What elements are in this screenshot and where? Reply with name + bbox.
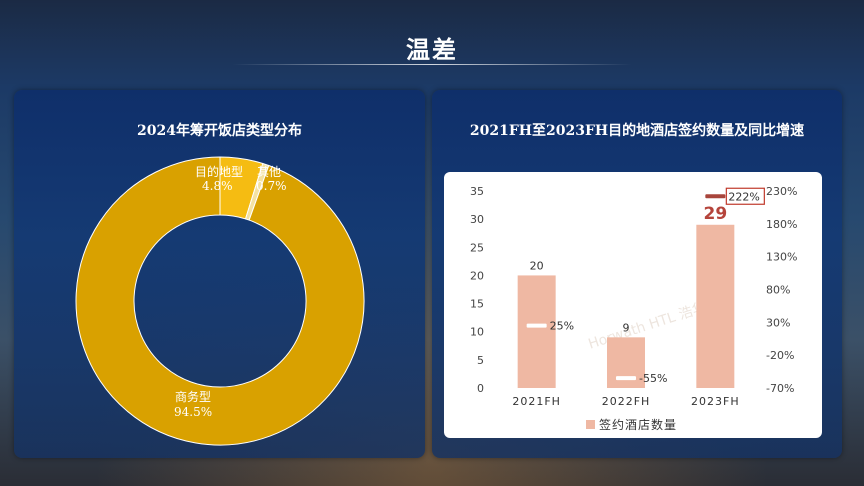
growth-marker xyxy=(616,376,636,381)
legend-swatch xyxy=(586,420,595,429)
watermark-text: Horwath HTL 浩华 xyxy=(586,299,708,352)
slice-value-business: 94.5% xyxy=(174,405,212,419)
slice-label-business: 商务型 xyxy=(175,389,211,404)
y2-tick-label: 130% xyxy=(766,251,797,264)
slice-value-other: 0.7% xyxy=(256,179,287,193)
y-tick-label: 10 xyxy=(470,326,484,339)
y2-tick-label: 230% xyxy=(766,185,797,198)
growth-label: 222% xyxy=(728,190,759,203)
y-tick-label: 15 xyxy=(470,298,484,311)
y-tick-label: 25 xyxy=(470,241,484,254)
bar xyxy=(696,224,735,388)
donut-chart-title: 2024年筹开饭店类型分布 xyxy=(137,123,302,139)
growth-marker xyxy=(526,323,547,328)
y-tick-label: 5 xyxy=(477,354,484,367)
y-tick-label: 30 xyxy=(470,213,484,226)
y2-tick-label: -70% xyxy=(766,382,794,395)
bar-value-label: 20 xyxy=(530,259,544,272)
growth-label: -55% xyxy=(639,372,667,385)
growth-highlight-box xyxy=(725,187,765,205)
y2-tick-label: 80% xyxy=(766,284,790,297)
category-label: 2023FH xyxy=(691,395,740,408)
y2-tick-label: 30% xyxy=(766,316,790,329)
y2-tick-label: 180% xyxy=(766,218,797,231)
slice-business xyxy=(75,156,365,446)
category-label: 2022FH xyxy=(602,395,651,408)
slice-label-destination: 目的地型 xyxy=(195,164,243,179)
donut-chart: 目的地型 4.8% 其他 0.7% 商务型 94.5% xyxy=(75,156,365,446)
growth-marker xyxy=(705,194,726,199)
y-tick-label: 0 xyxy=(477,382,484,395)
category-label: 2021FH xyxy=(512,395,561,408)
title-divider xyxy=(232,64,632,65)
legend-label: 签约酒店数量 xyxy=(599,417,677,432)
bar xyxy=(517,275,556,388)
signing-panel: 2021FH至2023FH目的地酒店签约数量及同比增速 Horwath HTL … xyxy=(432,90,842,458)
y-tick-label: 20 xyxy=(470,269,484,282)
y-tick-label: 35 xyxy=(470,185,484,198)
bar-value-label: 29 xyxy=(703,204,727,224)
bar-chart-card: Horwath HTL 浩华 0 5 10 15 20 25 30 35 -70% -20% 30… xyxy=(444,172,822,438)
slice-label-other: 其他 xyxy=(257,165,281,179)
bar-chart: Horwath HTL 浩华 0 5 10 15 20 25 30 35 -70% -20% 30… xyxy=(470,185,797,432)
bar-value-label: 9 xyxy=(623,321,630,334)
growth-label: 25% xyxy=(550,320,574,333)
slice-value-destination: 4.8% xyxy=(202,179,233,193)
bar-chart-title: 2021FH至2023FH目的地酒店签约数量及同比增速 xyxy=(469,123,805,139)
hotel-type-panel: 2024年筹开饭店类型分布 目的地型 4.8% 其他 0.7% 商务型 94.5… xyxy=(14,90,425,458)
page-title: 温差 xyxy=(406,35,458,64)
y2-tick-label: -20% xyxy=(766,349,794,362)
